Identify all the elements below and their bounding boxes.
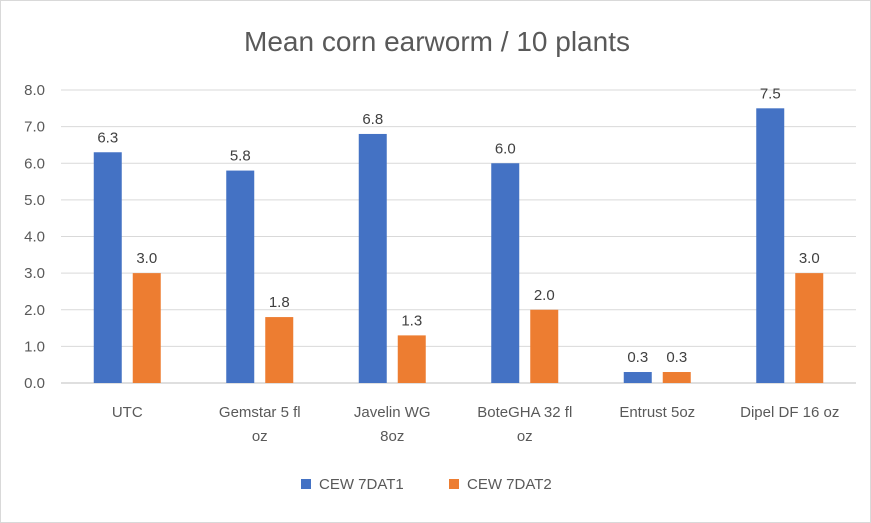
category-label: oz bbox=[517, 428, 533, 445]
legend-swatch bbox=[449, 479, 459, 489]
bar-cew-7dat1 bbox=[623, 372, 652, 383]
data-label: 6.3 bbox=[97, 129, 118, 146]
legend-label: CEW 7DAT2 bbox=[467, 476, 552, 493]
legend-swatch bbox=[301, 479, 311, 489]
bar-cew-7dat1 bbox=[491, 163, 520, 383]
chart-title: Mean corn earworm / 10 plants bbox=[244, 26, 630, 57]
y-tick-label: 0.0 bbox=[24, 375, 45, 392]
y-tick-label: 1.0 bbox=[24, 338, 45, 355]
data-label: 6.0 bbox=[495, 140, 516, 157]
category-label: UTC bbox=[112, 404, 143, 421]
gridlines bbox=[61, 89, 856, 384]
data-label: 6.8 bbox=[362, 111, 383, 128]
data-label: 7.5 bbox=[760, 85, 781, 102]
bar-cew-7dat2 bbox=[265, 317, 294, 383]
data-label: 2.0 bbox=[534, 287, 555, 304]
category-label: Dipel DF 16 oz bbox=[740, 404, 839, 421]
bar-cew-7dat2 bbox=[132, 273, 161, 383]
category-label: Gemstar 5 fl bbox=[219, 404, 301, 421]
y-axis-tick-labels: 0.0 1.0 2.0 3.0 4.0 5.0 6.0 7.0 8.0 bbox=[24, 82, 45, 392]
y-tick-label: 5.0 bbox=[24, 192, 45, 209]
bar-cew-7dat1 bbox=[358, 133, 387, 383]
bar-cew-7dat2 bbox=[397, 335, 426, 383]
data-label: 0.3 bbox=[666, 349, 687, 366]
y-tick-label: 7.0 bbox=[24, 119, 45, 136]
y-tick-label: 2.0 bbox=[24, 302, 45, 319]
bar-cew-7dat1 bbox=[756, 108, 785, 383]
data-label: 1.8 bbox=[269, 294, 290, 311]
x-axis-category-labels: UTC Gemstar 5 fl oz Javelin WG 8oz BoteGHA 32… bbox=[112, 404, 840, 445]
bar-cew-7dat2 bbox=[795, 273, 824, 383]
data-labels: 6.3 3.0 5.8 1.8 6.8 1.3 6.0 2.0 0.3 0.3 7.5 3.0 bbox=[97, 85, 819, 366]
data-label: 3.0 bbox=[799, 250, 820, 267]
data-label: 0.3 bbox=[627, 349, 648, 366]
category-label: BoteGHA 32 fl bbox=[477, 404, 572, 421]
category-label: Javelin WG bbox=[354, 404, 431, 421]
legend-label: CEW 7DAT1 bbox=[319, 476, 404, 493]
bar-cew-7dat2 bbox=[530, 309, 559, 383]
y-tick-label: 6.0 bbox=[24, 155, 45, 172]
category-label: oz bbox=[252, 428, 268, 445]
data-label: 1.3 bbox=[401, 312, 422, 329]
category-label: 8oz bbox=[380, 428, 404, 445]
y-tick-label: 3.0 bbox=[24, 265, 45, 282]
bars bbox=[93, 108, 824, 383]
y-tick-label: 4.0 bbox=[24, 229, 45, 246]
legend: CEW 7DAT1 CEW 7DAT2 bbox=[301, 476, 552, 493]
bar-cew-7dat2 bbox=[662, 372, 691, 383]
y-tick-label: 8.0 bbox=[24, 82, 45, 99]
data-label: 3.0 bbox=[136, 250, 157, 267]
data-label: 5.8 bbox=[230, 148, 251, 165]
bar-cew-7dat1 bbox=[226, 170, 255, 383]
category-label: Entrust 5oz bbox=[619, 404, 695, 421]
bar-cew-7dat1 bbox=[93, 152, 122, 383]
